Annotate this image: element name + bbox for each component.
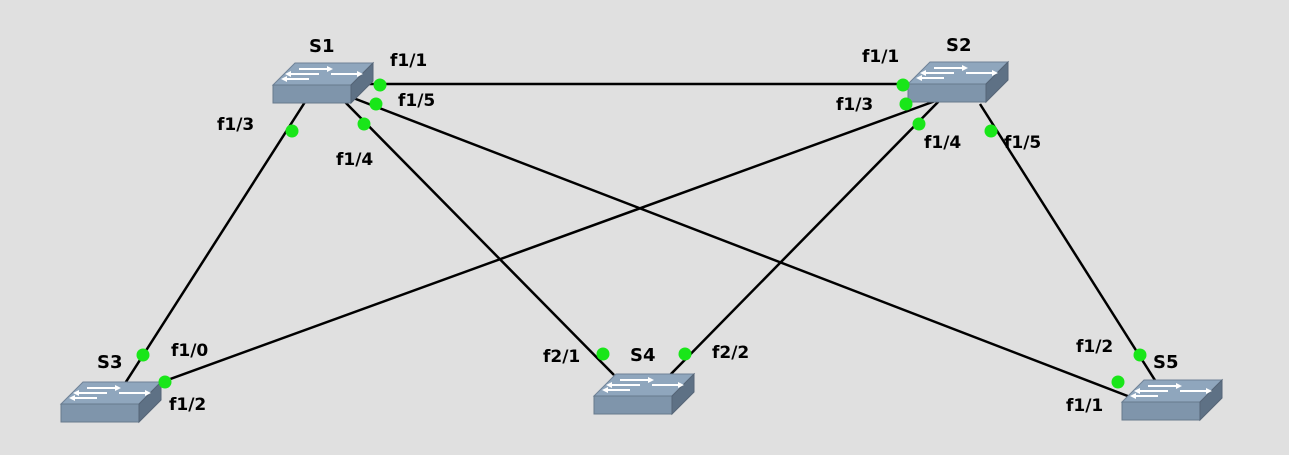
switch-icon [272,62,374,104]
switch-s3[interactable] [60,381,162,423]
link-s2-s5[interactable] [978,103,1160,386]
switch-icon [593,373,695,415]
port-dot-s1-f1-4[interactable] [357,117,371,131]
switch-icon [60,381,162,423]
link-s1-s3[interactable] [122,101,307,386]
port-labels: f1/1 f1/5 f1/3 f1/4 f1/1 f1/3 f1/4 f1/5 … [169,47,1113,416]
switch-s4[interactable] [593,373,695,415]
port-dot-s2-f1-3[interactable] [899,97,913,111]
port-label-s2-f1-3: f1/3 [836,95,873,115]
port-dot-s2-f1-5[interactable] [984,124,998,138]
port-label-s1-f1-3: f1/3 [217,115,254,135]
node-label-s3: S3 [97,352,123,373]
port-label-s3-f1-0: f1/0 [171,341,208,361]
port-label-s1-f1-1: f1/1 [390,51,427,71]
node-labels: S1 S2 S3 S4 S5 [97,35,1179,373]
switch-s5[interactable] [1121,379,1223,421]
link-s1-s4[interactable] [344,101,615,376]
switch-icon [907,61,1009,103]
node-label-s4: S4 [630,345,656,366]
port-dot-s5-f1-1[interactable] [1111,375,1125,389]
switch-s1[interactable] [272,62,374,104]
node-label-s5: S5 [1153,352,1179,373]
port-dot-s3-f1-0[interactable] [136,348,150,362]
link-s1-s5[interactable] [347,94,1139,402]
link-s2-s4[interactable] [669,99,941,376]
port-label-s4-f2-1: f2/1 [543,347,580,367]
switch-icon [1121,379,1223,421]
port-dot-s1-f1-3[interactable] [285,124,299,138]
port-dot-s2-f1-4[interactable] [912,117,926,131]
port-label-s1-f1-5: f1/5 [398,91,435,111]
node-label-s2: S2 [946,35,972,56]
port-label-s5-f1-1: f1/1 [1066,396,1103,416]
port-dot-s5-f1-2[interactable] [1133,348,1147,362]
port-label-s1-f1-4: f1/4 [336,150,373,170]
port-dot-s4-f2-2[interactable] [678,347,692,361]
port-label-s2-f1-1: f1/1 [862,47,899,67]
link-s2-s3[interactable] [139,98,939,392]
port-label-s2-f1-4: f1/4 [924,133,961,153]
port-dot-s2-f1-1[interactable] [896,78,910,92]
port-dot-s1-f1-1[interactable] [373,78,387,92]
switch-s2[interactable] [907,61,1009,103]
port-dot-s4-f2-1[interactable] [596,347,610,361]
port-dot-s1-f1-5[interactable] [369,97,383,111]
port-label-s3-f1-2: f1/2 [169,395,206,415]
node-label-s1: S1 [309,36,335,57]
port-label-s5-f1-2: f1/2 [1076,337,1113,357]
port-dots [136,78,1147,389]
port-label-s4-f2-2: f2/2 [712,343,749,363]
links [122,82,1160,402]
port-label-s2-f1-5: f1/5 [1004,133,1041,153]
port-dot-s3-f1-2[interactable] [158,375,172,389]
